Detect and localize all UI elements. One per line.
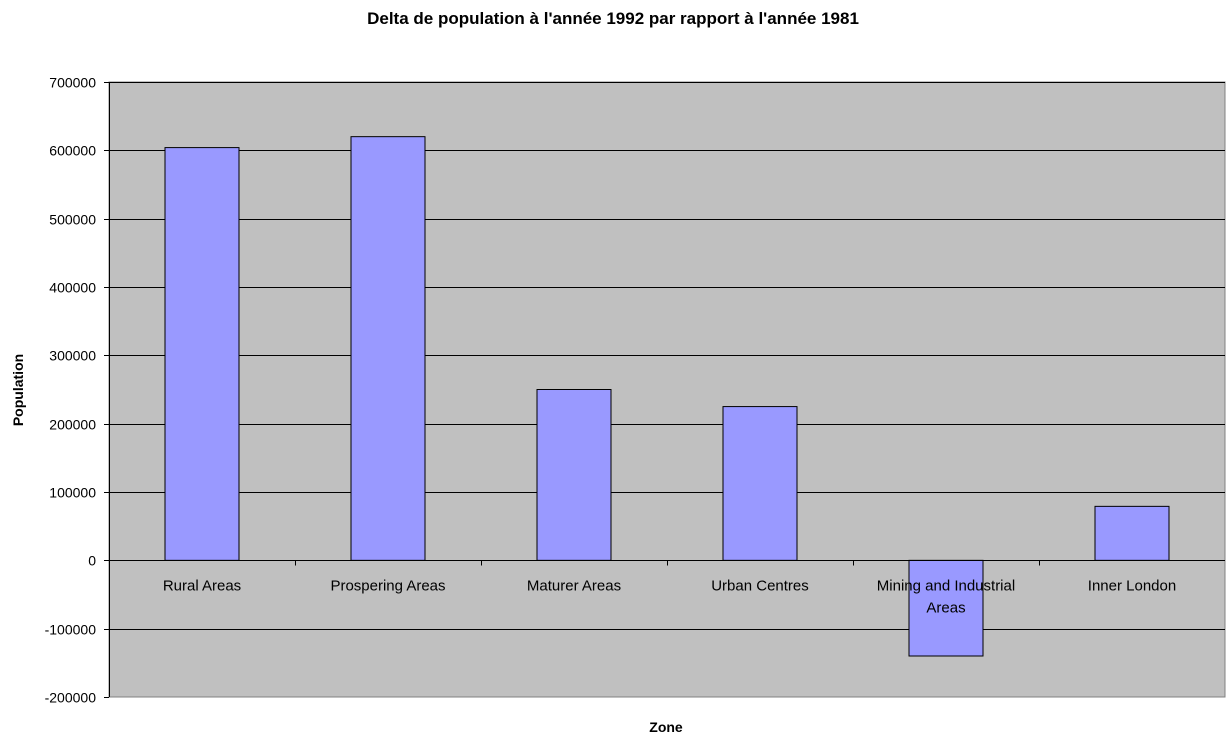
bar	[908, 559, 984, 657]
bar	[536, 389, 612, 561]
y-tick-label: 100000	[49, 485, 96, 501]
x-tick-label: Rural Areas	[163, 577, 241, 594]
x-tick-label: Mining and Industrial	[877, 577, 1015, 594]
category-labels: Rural Areas Prospering Areas Maturer Areas…	[163, 577, 1176, 616]
y-tick-label: 0	[88, 553, 96, 569]
y-tick-label: 300000	[49, 348, 96, 364]
x-tick-label: Prospering Areas	[330, 577, 445, 594]
y-tick-label: -200000	[45, 690, 97, 706]
bar	[1094, 505, 1170, 561]
bars	[164, 136, 1170, 657]
y-tick-label: 400000	[49, 280, 96, 296]
x-axis	[109, 560, 1225, 566]
x-tick-label: Areas	[926, 599, 965, 616]
y-axis-ticks: -200000 -100000 0 100000 200000 300000 400000 5…	[45, 75, 110, 706]
y-tick-label: 500000	[49, 212, 96, 228]
y-tick-label: 600000	[49, 143, 96, 159]
gridlines	[109, 82, 1225, 630]
bar	[722, 406, 798, 561]
x-axis-title: Zone	[649, 719, 683, 735]
y-axis-title: Population	[10, 354, 26, 426]
bar	[164, 147, 240, 561]
bar	[350, 136, 426, 561]
chart-title: Delta de population à l'année 1992 par r…	[367, 9, 859, 28]
y-tick-label: -100000	[45, 622, 97, 638]
plot-area	[108, 81, 1226, 698]
x-tick-label: Inner London	[1088, 577, 1176, 594]
x-tick-label: Urban Centres	[711, 577, 809, 594]
y-tick-label: 200000	[49, 417, 96, 433]
x-tick-label: Maturer Areas	[527, 577, 621, 594]
y-tick-label: 700000	[49, 75, 96, 91]
